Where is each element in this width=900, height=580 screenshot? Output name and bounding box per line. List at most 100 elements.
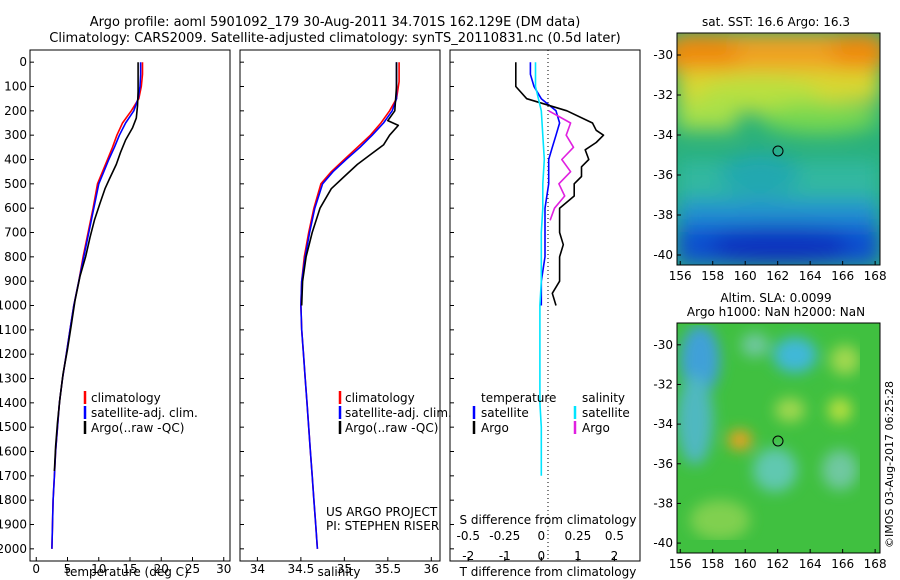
map-lon-tick-label: 168	[864, 269, 887, 283]
map-lon-tick-label: 164	[799, 557, 822, 571]
s-difference-axis-tick-label: 0.25	[565, 529, 592, 543]
depth-tick-label: 900	[4, 274, 27, 288]
depth-tick-label: 300	[4, 128, 27, 142]
imos-timestamp: ©IMOS 03-Aug-2017 06:25:28	[883, 381, 896, 548]
map-lat-tick-label: -32	[653, 88, 673, 102]
temperature-panel	[29, 49, 231, 562]
depth-tick-label: 500	[4, 177, 27, 191]
chart-title-line2: Climatology: CARS2009. Satellite-adjuste…	[49, 31, 621, 46]
salinity-axis-tick-label: 36	[424, 562, 439, 576]
map-lat-tick-label: -40	[653, 248, 673, 262]
salinity-axis-tick-label: 34	[250, 562, 265, 576]
temperature-x-axis: 0 5 10 15 20 25 30	[32, 557, 231, 576]
depth-tick-label: 400	[4, 153, 27, 167]
map-lat-tick-label: -34	[653, 417, 673, 431]
map-lon-tick-label: 156	[669, 269, 692, 283]
depth-tick-label: 200	[4, 104, 27, 118]
temperature-legend: climatology satellite-adj. clim. Argo(..…	[83, 391, 198, 435]
depth-tick-label: 1000	[0, 299, 27, 313]
map-lon-tick-label: 158	[701, 269, 724, 283]
temperature-series	[51, 62, 144, 549]
salinity-series	[300, 62, 400, 549]
difference-series	[514, 62, 605, 476]
legend-title-temperature: temperature	[481, 391, 556, 405]
t-difference-axis-tick-label: 2	[611, 549, 619, 563]
t-difference-axis-label: T difference from climatology	[459, 565, 637, 579]
argo-location-marker	[772, 435, 784, 447]
salinity-panel	[239, 49, 441, 562]
s-difference-axis-tick-label: -0.5	[457, 529, 480, 543]
map-lon-tick-label: 166	[831, 557, 854, 571]
legend-label-argo: Argo(..raw -QC)	[345, 421, 438, 435]
chart-title-line1: Argo profile: aoml 5901092_179 30-Aug-20…	[90, 15, 581, 30]
t-difference-axis-tick-label: 1	[574, 549, 582, 563]
series-line-argo-raw-qc	[300, 62, 400, 306]
depth-axis: 0 100 200 300 400 500 600 700 800 900 1000 1100 1200…	[0, 55, 454, 556]
s-difference-axis-label: S difference from climatology	[460, 513, 637, 527]
map-lat-tick-label: -36	[653, 168, 673, 182]
salinity-axis-tick-label: 35	[337, 562, 352, 576]
depth-tick-label: 1300	[0, 372, 27, 386]
s-difference-axis-tick-label: 0.5	[605, 529, 624, 543]
sla-map-x-axis: 156 158 160 162 164 166 168	[669, 549, 887, 571]
legend-label-climatology: climatology	[345, 391, 415, 405]
difference-legend: temperature salinity satellite Argo sate…	[472, 391, 630, 435]
map-lon-tick-label: 160	[734, 269, 757, 283]
depth-tick-label: 1900	[0, 518, 27, 532]
sla-map-y-axis: -30 -32 -34 -36 -38 -40	[653, 338, 681, 550]
sst-map-x-axis: 156 158 160 162 164 166 168	[669, 261, 887, 283]
series-line-salinity-satellite	[534, 62, 546, 476]
salinity-legend: climatology satellite-adj. clim. Argo(..…	[338, 391, 452, 435]
sla-map	[677, 323, 880, 553]
map-lon-tick-label: 156	[669, 557, 692, 571]
difference-x-axis: -2 -1 0 1 2 -0.5 -0.25 0 0.25 0.5	[457, 529, 624, 563]
map-lat-tick-label: -38	[653, 208, 673, 222]
depth-tick-label: 2000	[0, 542, 27, 556]
depth-tick-label: 1500	[0, 420, 27, 434]
credit-pi: PI: STEPHEN RISER	[326, 519, 439, 533]
salinity-x-axis: 34 34.5 35 35.5 36	[250, 557, 439, 576]
sla-map-frame	[676, 322, 881, 554]
depth-tick-label: 700	[4, 226, 27, 240]
map-lat-tick-label: -34	[653, 128, 673, 142]
legend-label-t-argo: Argo	[481, 421, 509, 435]
legend-label-t-satellite: satellite	[481, 406, 529, 420]
temperature-axis-tick-label: 25	[185, 562, 200, 576]
map-lon-tick-label: 158	[701, 557, 724, 571]
sst-map	[677, 33, 880, 265]
map-lat-tick-label: -30	[653, 338, 673, 352]
series-line-argo-raw-qc	[53, 62, 139, 472]
t-difference-axis-tick-label: -1	[499, 549, 511, 563]
salinity-axis-tick-label: 35.5	[374, 562, 401, 576]
argo-location-marker	[772, 145, 784, 157]
map-lat-tick-label: -30	[653, 48, 673, 62]
depth-tick-label: 1400	[0, 396, 27, 410]
depth-tick-label: 1200	[0, 347, 27, 361]
s-difference-axis-tick-label: -0.25	[489, 529, 520, 543]
series-line-temperature-argo	[514, 62, 605, 306]
map-lon-tick-label: 166	[831, 269, 854, 283]
legend-title-salinity: salinity	[582, 391, 625, 405]
salinity-axis-tick-label: 34.5	[288, 562, 315, 576]
sst-map-title: sat. SST: 16.6 Argo: 16.3	[702, 15, 850, 29]
s-difference-axis-tick-label: 0	[538, 529, 546, 543]
map-lon-tick-label: 162	[766, 557, 789, 571]
temperature-axis-label: temperature (deg C)	[65, 565, 188, 579]
legend-label-satellite: satellite-adj. clim.	[345, 406, 452, 420]
credit-project: US ARGO PROJECT	[326, 505, 438, 519]
map-lat-tick-label: -40	[653, 536, 673, 550]
depth-tick-label: 100	[4, 80, 27, 94]
series-line-salinity-argo	[548, 110, 575, 221]
legend-label-s-satellite: satellite	[582, 406, 630, 420]
legend-label-climatology: climatology	[91, 391, 161, 405]
depth-tick-label: 1600	[0, 445, 27, 459]
temperature-axis-tick-label: 15	[122, 562, 137, 576]
map-lon-tick-label: 168	[864, 557, 887, 571]
legend-label-satellite: satellite-adj. clim.	[91, 406, 198, 420]
legend-label-argo: Argo(..raw -QC)	[91, 421, 184, 435]
salinity-axis-label: salinity	[317, 565, 360, 579]
sla-map-title-line1: Altim. SLA: 0.0099	[720, 291, 831, 305]
sst-map-y-axis: -30 -32 -34 -36 -38 -40	[653, 48, 681, 262]
sla-map-title-line2: Argo h1000: NaN h2000: NaN	[687, 305, 865, 319]
